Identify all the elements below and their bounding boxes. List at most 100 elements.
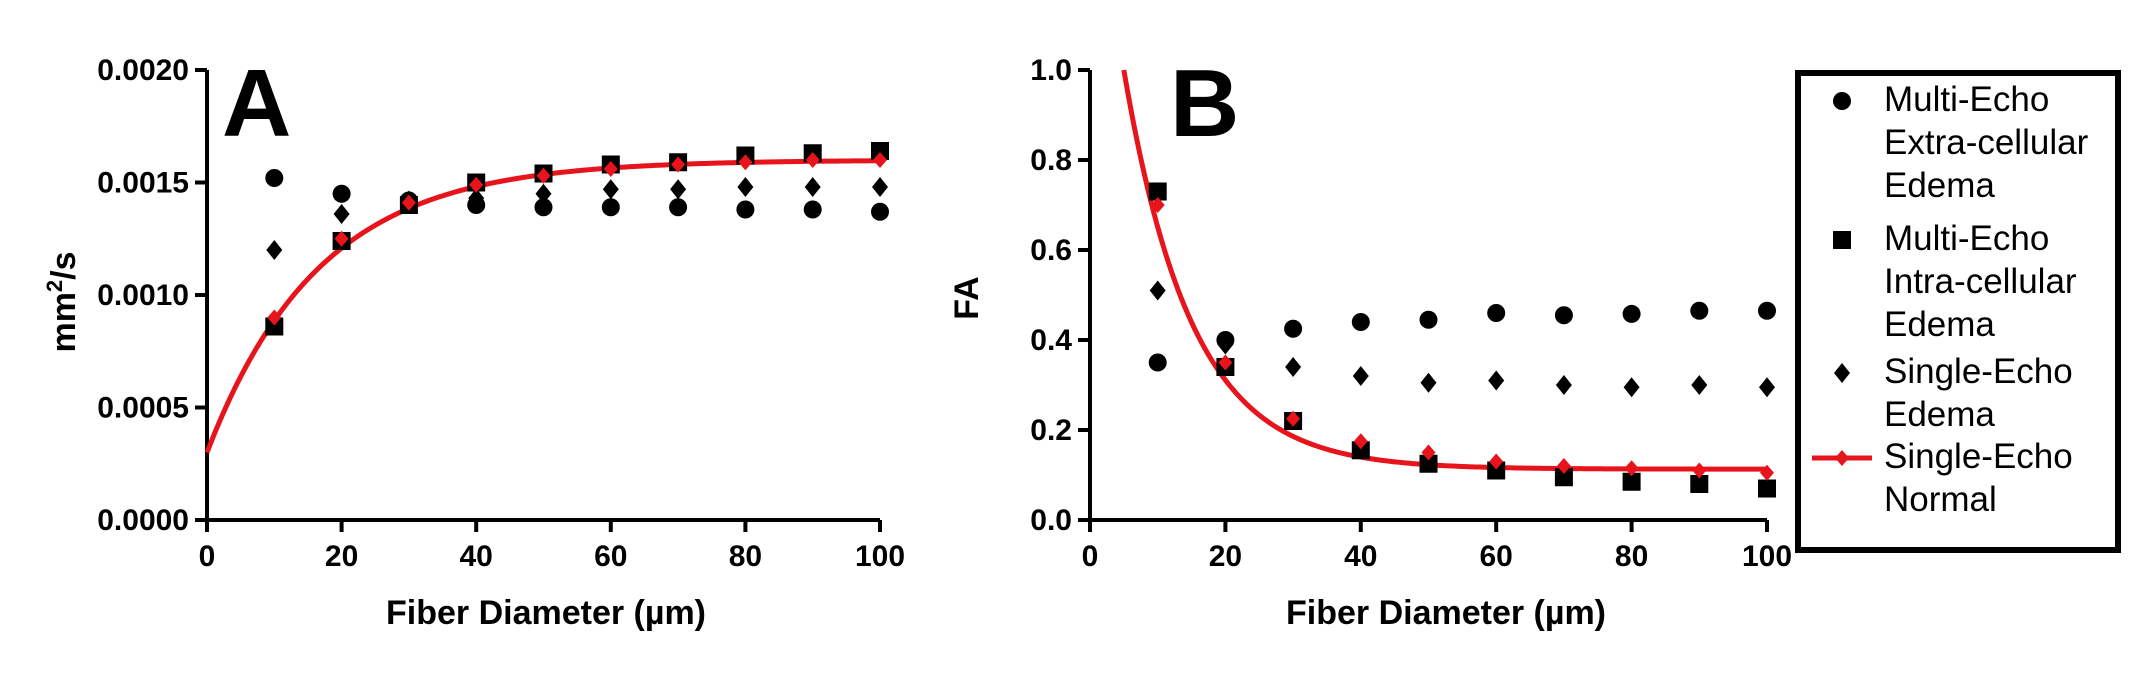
legend-entry-text: Edema [1884, 166, 1995, 205]
panel-a-point-diamond [737, 177, 754, 197]
panel-a-x-tick-label: 20 [325, 540, 358, 573]
panel-b-y-tick-label: 0.8 [1030, 144, 1072, 177]
panel-b-point-diamond [1759, 377, 1775, 398]
panel-a-ylabel: mm2/s [42, 251, 83, 352]
panel-a-point-diamond [333, 204, 350, 224]
panel-b-point-diamond [1623, 377, 1640, 398]
panel-a-point-circle [736, 200, 755, 219]
panel-a-point-square [871, 142, 889, 160]
panel-a-point-diamond-red [805, 152, 820, 168]
panel-a-point-diamond-red [873, 152, 887, 168]
panel-a: A 0.0000 0.0005 0.0010 0.0015 0.0020 0 20 40 60 8… [42, 50, 905, 632]
panel-a-point-circle [669, 198, 688, 217]
panel-b-point-circle [1284, 319, 1303, 338]
legend-entry-text: Single-Echo [1884, 437, 2073, 476]
panel-b-point-diamond [1352, 366, 1369, 386]
panel-b-point-diamond [1285, 357, 1302, 377]
panel-a-y-tick-label: 0.0010 [97, 279, 189, 312]
panel-b-point-square [1554, 468, 1573, 487]
panel-b-point-diamond-red [1218, 354, 1233, 371]
panel-b-x-tick-label: 100 [1742, 540, 1792, 573]
legend-marker-diamond-red [1835, 450, 1849, 466]
panel-b-y-tick-label: 0.4 [1030, 324, 1072, 357]
panel-a-y-tick-label: 0.0015 [97, 167, 189, 200]
panel-b-point-diamond [1488, 370, 1505, 391]
legend-entry-text: Multi-Echo [1884, 219, 2049, 258]
panel-b-point-diamond-red [1421, 444, 1436, 461]
legend-marker-circle [1833, 92, 1851, 110]
panel-b-point-diamond-red [1624, 460, 1639, 477]
legend-entry-text: Extra-cellular [1884, 123, 2089, 162]
panel-a-point-diamond [535, 183, 552, 204]
panel-b-point-diamond-red [1556, 458, 1571, 474]
panel-b-point-diamond [1149, 280, 1166, 301]
panel-b-point-circle [1419, 310, 1438, 329]
panel-b-point-square [1148, 182, 1167, 201]
panel-b-point-circle [1622, 304, 1641, 323]
panel-b-point-diamond [1691, 375, 1708, 395]
legend-entry-text: Multi-Echo [1884, 80, 2049, 119]
panel-b-x-tick-label: 20 [1209, 540, 1242, 573]
panel-b-point-circle [1758, 301, 1776, 320]
panel-b-point-circle [1690, 301, 1709, 320]
panel-b-x-tick-label: 40 [1344, 540, 1377, 573]
legend-frame [1795, 70, 2121, 553]
legend-entry-text: Normal [1884, 480, 1997, 519]
panel-a-point-diamond [266, 240, 283, 260]
panel-b-point-square [1351, 441, 1370, 460]
panel-a-point-circle [803, 200, 822, 219]
legend-entry-text: Edema [1884, 305, 1995, 344]
panel-a-point-diamond [804, 177, 821, 197]
legend: Multi-Echo Extra-cellular Edema Multi-Echo I… [1795, 70, 2121, 553]
panel-b-point-square [1690, 475, 1709, 493]
legend-entry-text: Intra-cellular [1884, 262, 2077, 301]
panel-b-point-circle [1487, 304, 1506, 322]
panel-b-point-circle [1148, 353, 1167, 372]
panel-b-point-diamond-red [1150, 197, 1165, 213]
panel-b-point-circle [1216, 331, 1235, 349]
panel-a-plot-area: 0.0000 0.0005 0.0010 0.0015 0.0020 0 20 40 60 80 1… [97, 54, 905, 573]
panel-b-y-tick-label: 0.6 [1030, 234, 1072, 267]
panel-a-point-diamond [602, 179, 619, 200]
legend-entry-text: Edema [1884, 395, 1995, 434]
panel-b-point-diamond [1555, 375, 1572, 395]
panel-b-point-square [1419, 454, 1438, 473]
panel-a-xlabel: Fiber Diameter (µm) [386, 594, 706, 632]
panel-a-x-tick-label: 100 [855, 540, 905, 573]
panel-b-x-tick-label: 0 [1082, 540, 1099, 573]
panel-b-point-diamond-red [1353, 433, 1368, 450]
panel-a-point-circle [871, 202, 889, 221]
panel-b-ylabel: FA [948, 276, 986, 319]
panel-a-letter: A [222, 50, 291, 157]
panel-a-point-diamond-red [603, 161, 618, 177]
legend-items: Multi-Echo Extra-cellular Edema Multi-Echo I… [1812, 80, 2089, 519]
panel-a-x-tick-label: 60 [594, 540, 627, 573]
panel-a-point-diamond-red [536, 167, 551, 184]
panel-a-y-tick-label: 0.0020 [97, 54, 189, 87]
panel-b-fit-curve [1121, 69, 1767, 472]
legend-marker-diamond [1834, 363, 1850, 383]
panel-b-point-diamond-red [1489, 453, 1504, 470]
panel-b-point-diamond-red [1286, 410, 1301, 427]
panel-a-x-tick-label: 80 [729, 540, 762, 573]
panel-a-point-square [265, 317, 284, 336]
panel-b-point-circle [1554, 306, 1573, 325]
panel-b: B 0.0 0.2 0.4 0.6 0.8 1.0 0 20 40 60 80 100 Fiber D… [948, 50, 1792, 632]
panel-b-letter: B [1170, 50, 1239, 157]
panel-a-point-circle [534, 198, 553, 217]
panel-a-point-diamond [670, 179, 687, 200]
panel-b-point-circle [1351, 313, 1370, 331]
panel-a-point-circle [601, 198, 620, 217]
panel-a-point-diamond-red [401, 194, 416, 211]
panel-b-point-diamond-red [1760, 464, 1774, 481]
panel-b-xlabel: Fiber Diameter (µm) [1286, 594, 1606, 632]
panel-b-plot-area: 0.0 0.2 0.4 0.6 0.8 1.0 0 20 40 60 80 100 [1030, 54, 1792, 573]
panel-a-x-tick-label: 0 [199, 540, 216, 573]
panel-a-point-diamond-red [334, 230, 349, 247]
panel-b-point-diamond [1420, 372, 1437, 393]
panel-b-point-diamond-red [1692, 462, 1707, 479]
panel-a-point-circle [467, 196, 486, 214]
legend-entry-text: Single-Echo [1884, 352, 2073, 391]
panel-b-x-tick-label: 60 [1480, 540, 1513, 573]
